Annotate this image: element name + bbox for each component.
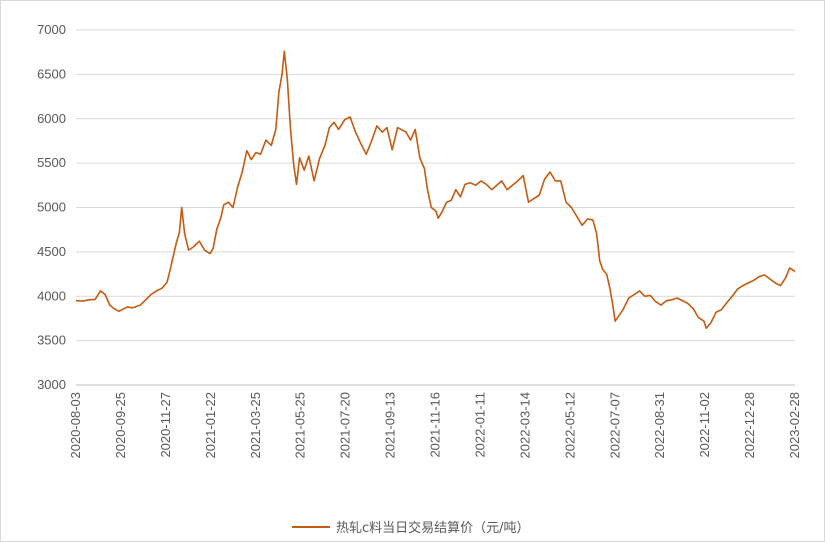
x-tick-label: 2022-01-11 [472,392,487,458]
x-tick-label: 2022-05-12 [562,392,577,459]
y-tick-label: 4000 [37,288,66,303]
y-tick-label: 4500 [37,244,66,259]
series-line [75,50,796,329]
gridlines [76,29,795,342]
y-tick-label: 3000 [37,377,66,392]
x-tick-label: 2022-12-28 [742,392,757,459]
y-tick-label: 6000 [37,111,66,126]
y-tick-label: 3500 [37,333,66,348]
x-tick-label: 2021-07-20 [338,392,353,459]
y-tick-label: 7000 [37,22,66,37]
x-tick-label: 2022-11-02 [697,392,712,458]
x-tick-label: 2020-09-25 [113,392,128,459]
x-tick-label: 2022-08-31 [652,392,667,459]
x-tick-label: 2020-08-03 [68,392,83,459]
legend-label: 热轧c料当日交易结算价（元/吨） [336,520,530,536]
x-tick-label: 2021-11-16 [428,392,443,458]
legend: 热轧c料当日交易结算价（元/吨） [292,520,530,536]
x-tick-label: 2021-03-25 [248,392,263,459]
x-tick-label: 2022-07-07 [607,392,622,459]
y-axis-ticks: 3000 3500 4000 4500 5000 5500 6000 6500 7000 [37,22,66,392]
y-tick-label: 5000 [37,200,66,215]
x-tick-label: 2021-01-22 [203,392,218,459]
x-tick-label: 2021-09-13 [383,392,398,459]
x-tick-label: 2020-11-27 [158,392,173,458]
y-tick-label: 5500 [37,155,66,170]
x-tick-label: 2021-05-25 [293,392,308,459]
x-tick-label: 2023-02-28 [787,392,802,459]
y-tick-label: 6500 [37,66,66,81]
x-tick-label: 2022-03-14 [517,392,532,459]
x-axis-ticks: 2020-08-03 2020-09-25 2020-11-27 2021-01-22… [68,392,802,459]
